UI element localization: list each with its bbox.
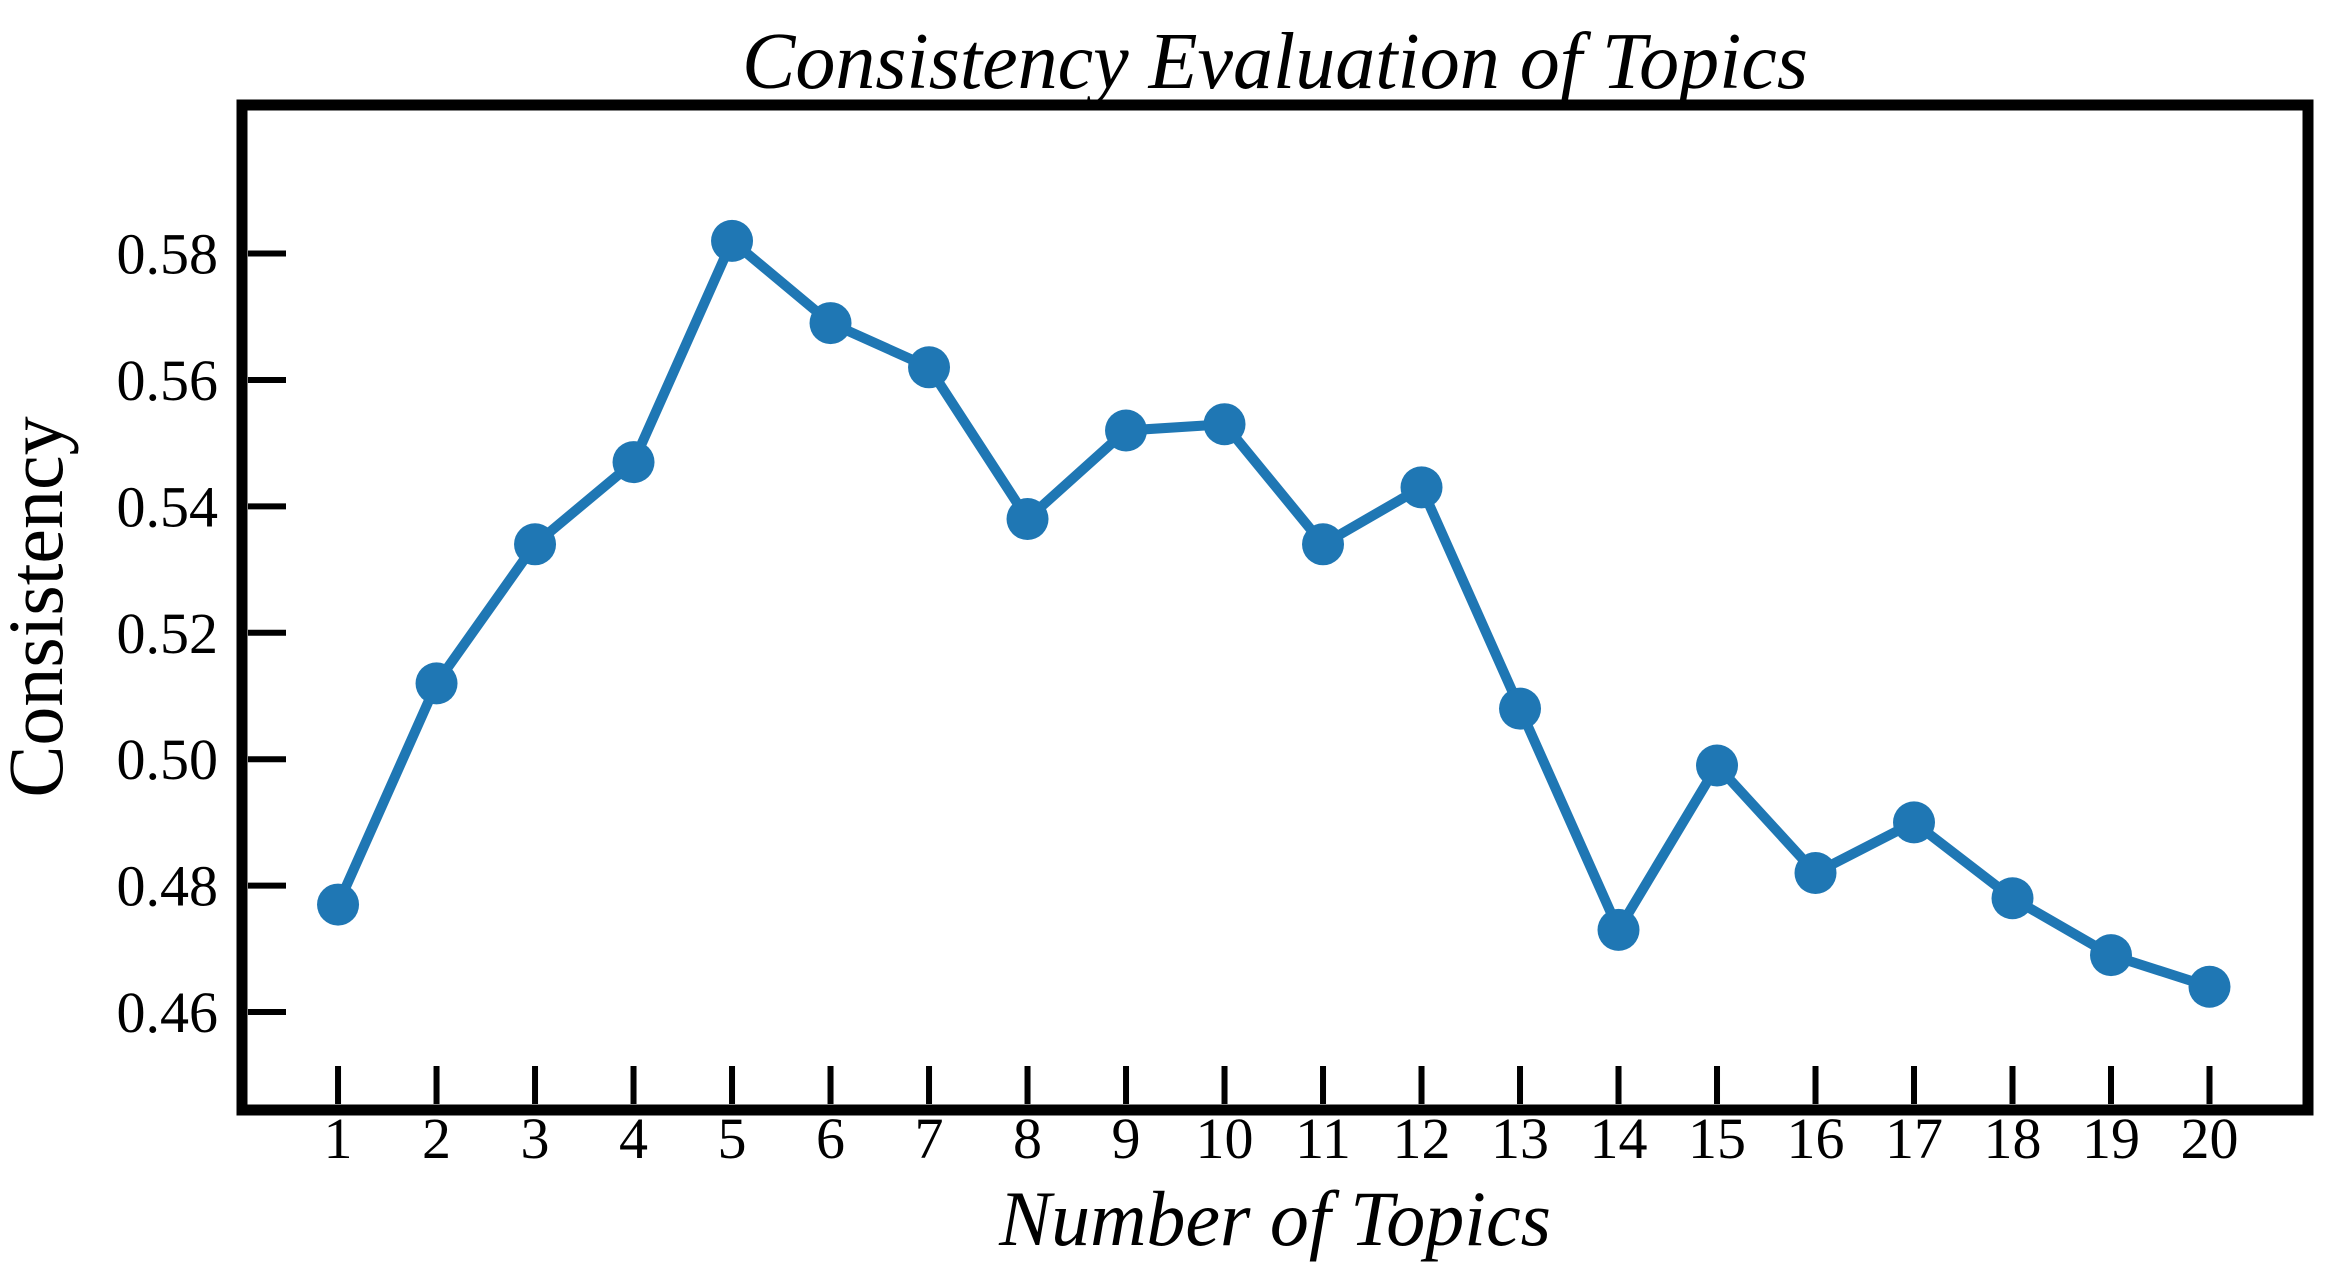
data-point — [1105, 409, 1148, 452]
data-point — [809, 302, 852, 345]
x-tick-label: 4 — [619, 1106, 648, 1171]
y-tick-label: 0.56 — [117, 348, 219, 413]
x-tick-label: 3 — [521, 1106, 550, 1171]
data-point — [1006, 498, 1049, 541]
y-tick-label: 0.54 — [117, 474, 219, 539]
x-tick-label: 2 — [422, 1106, 451, 1171]
data-point — [612, 441, 655, 484]
x-tick-label: 20 — [2181, 1106, 2239, 1171]
data-point — [2188, 965, 2231, 1008]
x-axis-ticks: 1 2 3 4 5 6 7 8 9 10 11 12 13 14 15 16 17 18 19 20 — [324, 1066, 2239, 1171]
data-point — [908, 346, 951, 389]
x-tick-label: 17 — [1885, 1106, 1943, 1171]
y-tick-label: 0.50 — [117, 727, 219, 792]
x-tick-label: 18 — [1984, 1106, 2042, 1171]
y-tick-label: 0.58 — [117, 222, 219, 287]
data-point — [317, 883, 360, 926]
x-tick-label: 7 — [915, 1106, 944, 1171]
line-series — [333, 235, 2215, 992]
plot-border — [236, 99, 2314, 1116]
y-axis-ticks: 0.46 0.48 0.50 0.52 0.54 0.56 0.58 — [117, 222, 286, 1045]
chart-title: Consistency Evaluation of Topics — [742, 18, 1808, 106]
x-tick-label: 10 — [1196, 1106, 1254, 1171]
y-tick-label: 0.46 — [117, 980, 219, 1045]
y-tick-label: 0.52 — [117, 601, 219, 666]
x-tick-label: 9 — [1112, 1106, 1141, 1171]
data-points — [317, 219, 2231, 1008]
data-point — [1400, 466, 1443, 509]
data-point — [1499, 687, 1542, 730]
x-tick-label: 6 — [816, 1106, 845, 1171]
data-point — [1302, 523, 1345, 566]
y-tick-label: 0.48 — [117, 854, 219, 919]
x-tick-label: 15 — [1688, 1106, 1746, 1171]
x-tick-label: 5 — [718, 1106, 747, 1171]
y-axis-label: Consistency — [0, 416, 79, 797]
x-tick-label: 13 — [1491, 1106, 1549, 1171]
x-tick-label: 8 — [1013, 1106, 1042, 1171]
x-tick-label: 14 — [1590, 1106, 1648, 1171]
data-point — [1597, 908, 1640, 951]
data-point — [1991, 877, 2034, 920]
x-tick-label: 16 — [1787, 1106, 1845, 1171]
data-point — [2090, 934, 2133, 977]
x-tick-label: 1 — [324, 1106, 353, 1171]
data-point — [514, 523, 557, 566]
data-point — [415, 662, 458, 705]
data-point — [1203, 403, 1246, 446]
data-point — [1893, 801, 1936, 844]
x-tick-label: 12 — [1393, 1106, 1451, 1171]
data-point — [1794, 851, 1837, 894]
x-tick-label: 11 — [1295, 1106, 1351, 1171]
x-tick-label: 19 — [2082, 1106, 2140, 1171]
data-point — [711, 219, 754, 262]
data-point — [1696, 744, 1739, 787]
series-line — [333, 235, 2215, 992]
x-axis-label: Number of Topics — [998, 1175, 1551, 1262]
